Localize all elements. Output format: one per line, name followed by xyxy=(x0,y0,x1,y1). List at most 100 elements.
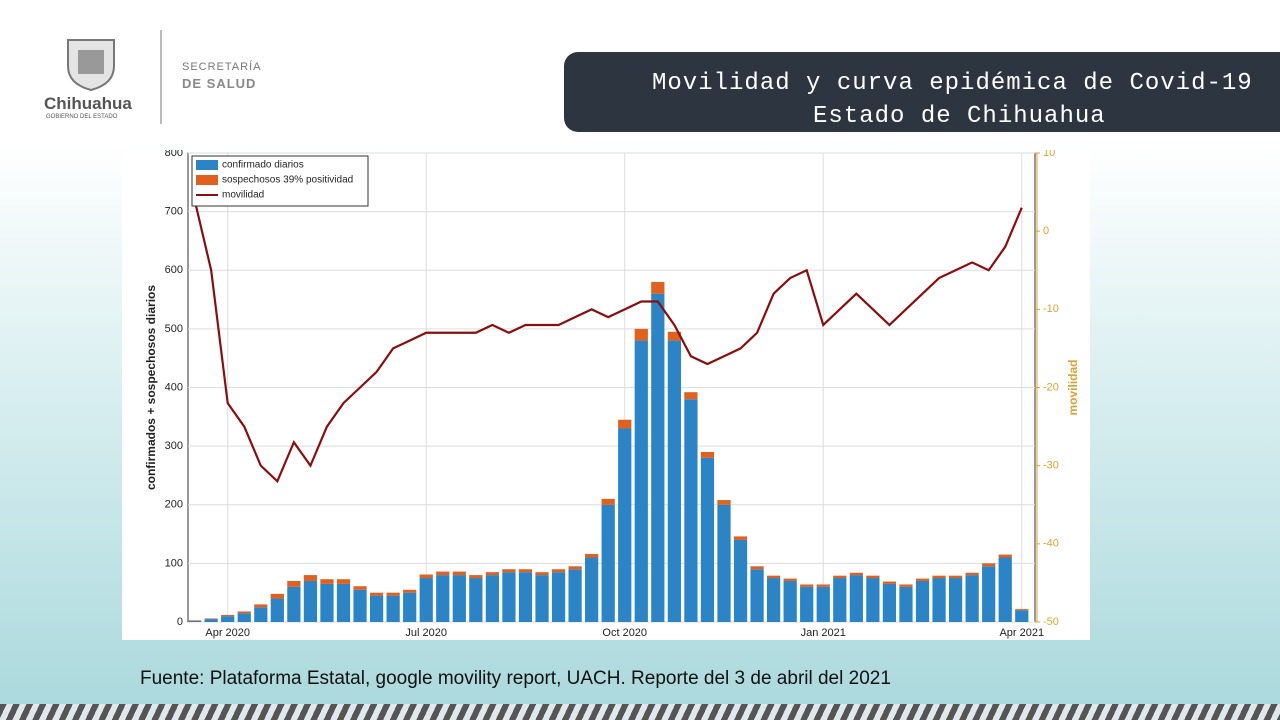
y-tick-label: 800 xyxy=(165,150,183,159)
bar xyxy=(601,498,615,505)
bar xyxy=(882,583,897,622)
line xyxy=(193,199,1023,484)
bar xyxy=(320,583,334,622)
bar xyxy=(386,595,400,622)
bar xyxy=(833,578,847,622)
bar xyxy=(684,392,698,400)
bar xyxy=(1015,610,1029,622)
legend-label: movilidad xyxy=(222,190,264,201)
y2-tick-label: 0 xyxy=(1043,225,1049,237)
bar xyxy=(948,578,963,622)
bar xyxy=(783,580,797,622)
bar xyxy=(254,604,268,608)
legend-label: confirmado diarios xyxy=(222,160,304,171)
bar xyxy=(982,563,996,567)
bar xyxy=(502,569,516,573)
bar xyxy=(932,575,946,579)
bar xyxy=(287,586,301,622)
bar xyxy=(750,566,764,570)
bar xyxy=(452,575,466,622)
title-line: Estado de Chihuahua xyxy=(813,103,1106,130)
bar xyxy=(221,616,235,622)
y-tick-label: 400 xyxy=(165,381,183,393)
bar xyxy=(965,575,979,622)
bar xyxy=(618,419,632,429)
bar xyxy=(585,557,599,622)
bar xyxy=(899,586,913,622)
department-line2: DE SALUD xyxy=(182,76,257,91)
legend-swatch xyxy=(196,175,218,185)
bar xyxy=(518,572,533,622)
bar xyxy=(866,575,880,579)
bar xyxy=(188,620,202,622)
y-tick-label: 600 xyxy=(165,264,183,276)
y2-tick-label: -40 xyxy=(1043,538,1059,550)
bar xyxy=(403,592,417,622)
bar xyxy=(568,566,582,570)
bar xyxy=(485,575,500,622)
department-line1: SECRETARÍA xyxy=(182,61,262,73)
x-tick-label: Jul 2020 xyxy=(405,627,447,639)
y-axis-label: confirmados + sospechosos diarios xyxy=(144,285,158,490)
bar xyxy=(998,554,1012,558)
chart: 0100200300400500600700800-50-40-30-20-10… xyxy=(122,150,1090,640)
bar xyxy=(849,575,863,622)
logo-shield xyxy=(67,39,115,92)
bar xyxy=(932,578,946,622)
footer-source: Fuente: Plataforma Estatal, google movil… xyxy=(140,668,891,689)
legend-swatch xyxy=(196,160,218,170)
bar xyxy=(783,578,797,581)
bar xyxy=(419,574,433,579)
y-tick-label: 700 xyxy=(165,206,183,218)
bar xyxy=(270,598,284,622)
y-tick-label: 500 xyxy=(165,323,183,335)
bar xyxy=(221,614,235,617)
bar xyxy=(800,584,814,587)
y2-tick-label: -50 xyxy=(1043,616,1059,628)
bar xyxy=(469,578,483,622)
bar xyxy=(816,586,830,622)
bar xyxy=(353,586,367,590)
x-tick-label: Apr 2020 xyxy=(205,627,250,639)
bar xyxy=(634,340,648,622)
bar xyxy=(982,566,996,622)
bar xyxy=(948,575,963,579)
bar xyxy=(237,611,251,614)
bar xyxy=(204,618,218,620)
y-tick-label: 100 xyxy=(165,557,183,569)
bar xyxy=(287,580,301,587)
bar xyxy=(800,586,814,622)
bar xyxy=(717,500,731,505)
y2-tick-label: -30 xyxy=(1043,460,1059,472)
bar xyxy=(303,575,318,581)
bar xyxy=(833,575,847,579)
y-tick-label: 200 xyxy=(165,499,183,511)
bar xyxy=(320,579,334,584)
bar xyxy=(667,340,681,622)
bar xyxy=(188,620,202,621)
bar xyxy=(518,569,533,573)
bar xyxy=(535,572,549,576)
legend-label: sospechosos 39% positividad xyxy=(222,175,353,186)
bar xyxy=(601,504,615,622)
title-line: Movilidad y curva epidémica de Covid-19 xyxy=(652,70,1253,97)
bar xyxy=(849,572,863,576)
bar xyxy=(353,589,367,622)
bar xyxy=(336,579,351,584)
bar xyxy=(750,569,764,622)
bar xyxy=(733,539,748,622)
bar xyxy=(585,553,599,558)
bar xyxy=(502,572,516,622)
bar xyxy=(204,619,218,622)
bar xyxy=(1015,609,1029,611)
bar xyxy=(816,584,830,587)
bar xyxy=(634,328,648,341)
bar xyxy=(618,428,632,622)
bar xyxy=(551,572,566,622)
logo-name: Chihuahua xyxy=(44,94,132,113)
bar xyxy=(667,331,681,341)
bar xyxy=(684,399,698,622)
bar xyxy=(915,580,930,622)
title-box: Movilidad y curva epidémica de Covid-19 … xyxy=(564,52,1280,132)
